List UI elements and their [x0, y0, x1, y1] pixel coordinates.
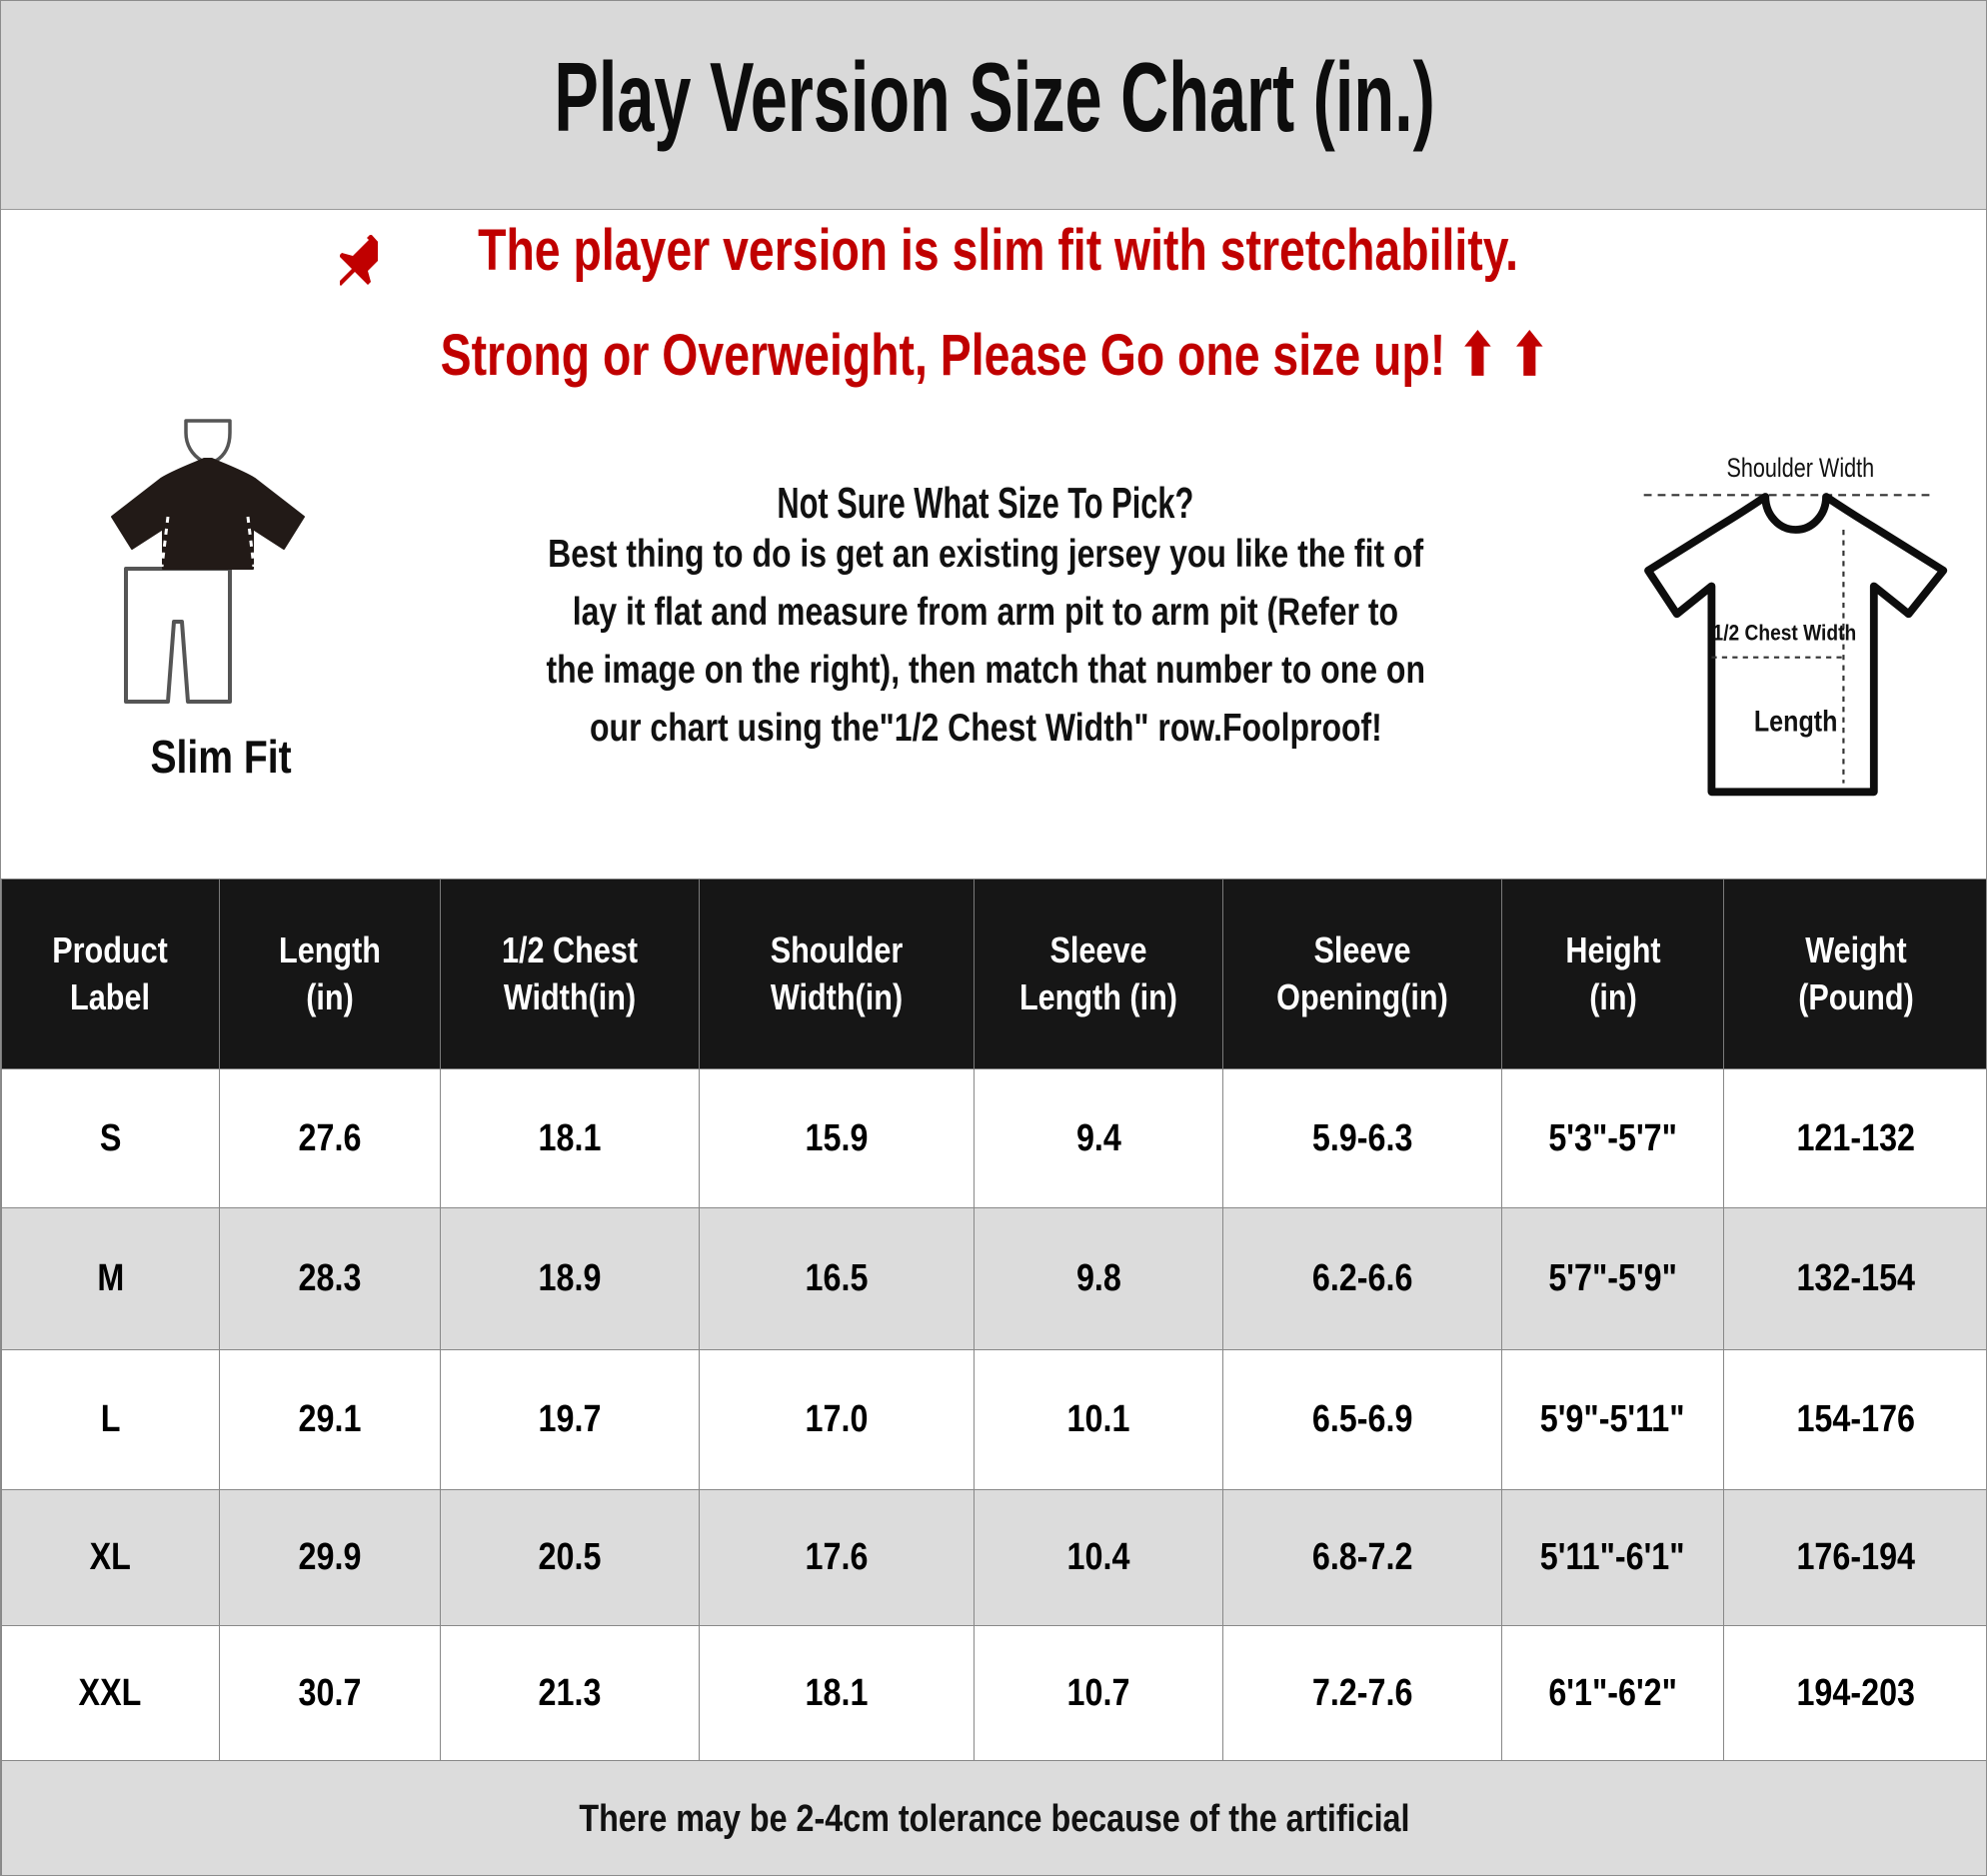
- svg-text:Length: Length: [1754, 705, 1838, 738]
- svg-text:1/2 Chest Width: 1/2 Chest Width: [1713, 621, 1857, 646]
